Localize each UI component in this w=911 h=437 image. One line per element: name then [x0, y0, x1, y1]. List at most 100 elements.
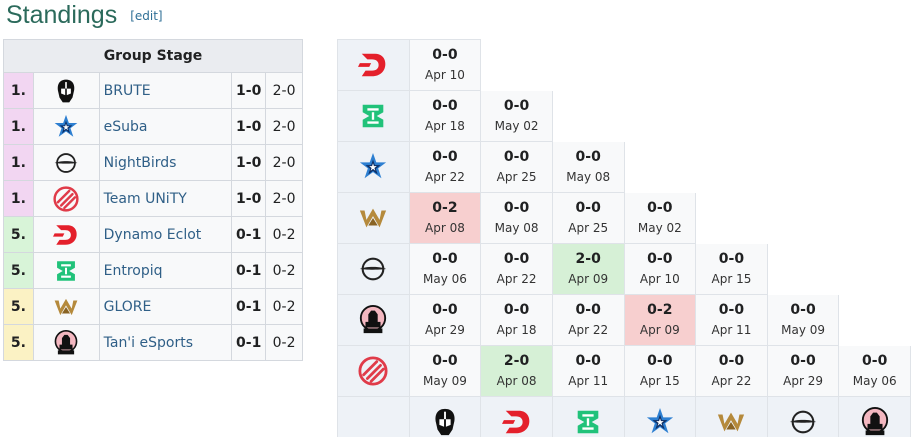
- match-cell[interactable]: 2-0 Apr 09: [551, 243, 625, 295]
- team-name-link[interactable]: Tan'i eSports: [98, 324, 233, 361]
- team-name-link[interactable]: Dynamo Eclot: [98, 216, 233, 253]
- match-cell[interactable]: 0-0 Apr 18: [480, 294, 553, 346]
- match-cell[interactable]: 0-0 Apr 22: [695, 345, 768, 397]
- entropiq-logo-icon[interactable]: [573, 407, 603, 437]
- game-record: 0-2: [265, 288, 303, 325]
- match-score: 2-0: [575, 251, 601, 267]
- brute-logo-icon[interactable]: [430, 407, 460, 437]
- team-logo-cell: [32, 324, 100, 361]
- match-score: 0-0: [503, 98, 530, 114]
- match-cell[interactable]: 0-0 Apr 25: [480, 141, 553, 193]
- dynamo-eclot-logo-icon[interactable]: [53, 222, 79, 248]
- match-date: May 08: [494, 221, 539, 235]
- game-record: 2-0: [265, 72, 303, 109]
- match-cell[interactable]: 0-0 May 09: [766, 294, 840, 346]
- match-cell[interactable]: 0-0 Apr 22: [551, 294, 625, 346]
- team-name-link[interactable]: eSuba: [98, 108, 233, 145]
- column-header-row: [337, 396, 911, 437]
- match-cell[interactable]: 0-0 Apr 29: [408, 294, 482, 346]
- match-score: 0-0: [790, 353, 816, 369]
- edit-link[interactable]: [edit]: [130, 9, 163, 23]
- match-date: Apr 25: [568, 221, 609, 235]
- match-score: 0-0: [575, 302, 601, 318]
- row-team-header: [337, 90, 410, 142]
- nightbirds-logo-icon[interactable]: [358, 254, 388, 284]
- match-cell[interactable]: 0-0 Apr 15: [695, 243, 768, 295]
- match-cell[interactable]: 0-0 May 09: [408, 345, 482, 397]
- esuba-logo-icon[interactable]: [53, 114, 79, 140]
- match-cell[interactable]: 0-0 Apr 25: [551, 192, 625, 244]
- match-cell[interactable]: 0-2 Apr 08: [408, 192, 482, 244]
- match-record: 0-1: [231, 216, 267, 253]
- glore-logo-icon[interactable]: [53, 294, 79, 320]
- rank-cell: 1.: [3, 180, 34, 217]
- standings-row: 1. NightBirds 1-0 2-0: [3, 144, 303, 181]
- match-score: 0-0: [432, 353, 458, 369]
- row-team-header: [337, 345, 410, 397]
- team-logo-cell: [32, 216, 100, 253]
- dynamo-eclot-logo-icon[interactable]: [358, 50, 388, 80]
- match-date: Apr 09: [639, 323, 680, 337]
- match-cell[interactable]: 0-0 May 08: [551, 141, 625, 193]
- match-cell[interactable]: 2-0 Apr 08: [480, 345, 553, 397]
- match-score: 0-0: [503, 251, 530, 267]
- dynamo-eclot-logo-icon[interactable]: [501, 407, 532, 437]
- match-cell[interactable]: 0-0 Apr 11: [695, 294, 768, 346]
- match-cell[interactable]: 0-0 May 02: [623, 192, 697, 244]
- match-record: 1-0: [231, 144, 267, 181]
- match-cell[interactable]: 0-0 Apr 29: [766, 345, 840, 397]
- brute-logo-icon[interactable]: [53, 78, 79, 104]
- corner-cell: [337, 396, 410, 437]
- team-name-link[interactable]: Team UNiTY: [98, 180, 233, 217]
- team-logo-cell: [32, 144, 100, 181]
- match-cell[interactable]: 0-0 Apr 11: [551, 345, 625, 397]
- glore-logo-icon[interactable]: [358, 203, 388, 233]
- empty-cell: [767, 192, 839, 244]
- empty-cell: [838, 294, 911, 346]
- match-date: May 09: [422, 374, 467, 388]
- esuba-logo-icon[interactable]: [358, 152, 388, 182]
- team-name-link[interactable]: BRUTE: [98, 72, 233, 109]
- match-cell[interactable]: 0-0 May 06: [838, 345, 911, 397]
- entropiq-logo-icon[interactable]: [53, 258, 79, 284]
- group-stage-header: Group Stage: [3, 39, 303, 73]
- team-unity-logo-icon[interactable]: [53, 185, 79, 212]
- match-cell[interactable]: 0-0 May 08: [480, 192, 553, 244]
- match-cell[interactable]: 0-0 Apr 22: [480, 243, 553, 295]
- match-cell[interactable]: 0-0 Apr 22: [408, 141, 482, 193]
- match-cell[interactable]: 0-0 Apr 10: [623, 243, 697, 295]
- tani-esports-logo-icon[interactable]: [358, 305, 388, 335]
- team-name-link[interactable]: NightBirds: [98, 144, 233, 181]
- match-date: Apr 08: [425, 221, 465, 235]
- match-score: 0-0: [718, 302, 745, 318]
- match-cell[interactable]: 0-0 May 06: [408, 243, 482, 295]
- match-cell[interactable]: 0-0 Apr 10: [408, 39, 482, 91]
- match-record: 1-0: [231, 108, 267, 145]
- nightbirds-logo-icon[interactable]: [788, 407, 818, 437]
- column-team-header: [480, 396, 553, 437]
- match-cell[interactable]: 0-2 Apr 09: [623, 294, 697, 346]
- tani-esports-logo-icon[interactable]: [53, 329, 79, 356]
- standings-row: 5. GLORE 0-1 0-2: [3, 288, 303, 325]
- match-date: May 08: [566, 170, 611, 184]
- row-team-header: [337, 243, 410, 295]
- match-cell[interactable]: 0-0 Apr 18: [408, 90, 482, 142]
- match-matrix: 0-0 Apr 10 0-0 Apr 18 0-0 May 02 0-0 Apr 22 0-0 A…: [337, 39, 911, 437]
- team-name-link[interactable]: Entropiq: [98, 252, 233, 289]
- esuba-logo-icon[interactable]: [645, 407, 675, 437]
- team-name-link[interactable]: GLORE: [98, 288, 233, 325]
- team-unity-logo-icon[interactable]: [358, 356, 388, 386]
- rank-cell: 5.: [3, 216, 34, 253]
- match-cell[interactable]: 0-0 May 02: [480, 90, 553, 142]
- entropiq-logo-icon[interactable]: [358, 101, 388, 131]
- match-date: Apr 08: [496, 374, 537, 388]
- glore-logo-icon[interactable]: [716, 407, 746, 437]
- tani-esports-logo-icon[interactable]: [860, 407, 890, 437]
- nightbirds-logo-icon[interactable]: [53, 150, 79, 176]
- match-cell[interactable]: 0-0 Apr 15: [623, 345, 697, 397]
- match-date: May 09: [781, 323, 826, 337]
- empty-cell: [695, 90, 768, 142]
- match-date: Apr 22: [711, 374, 752, 388]
- matrix-row: 0-0 May 09 2-0 Apr 08 0-0 Apr 11 0-0 Apr 15 0-0 A…: [337, 345, 911, 397]
- match-record: 1-0: [231, 180, 267, 217]
